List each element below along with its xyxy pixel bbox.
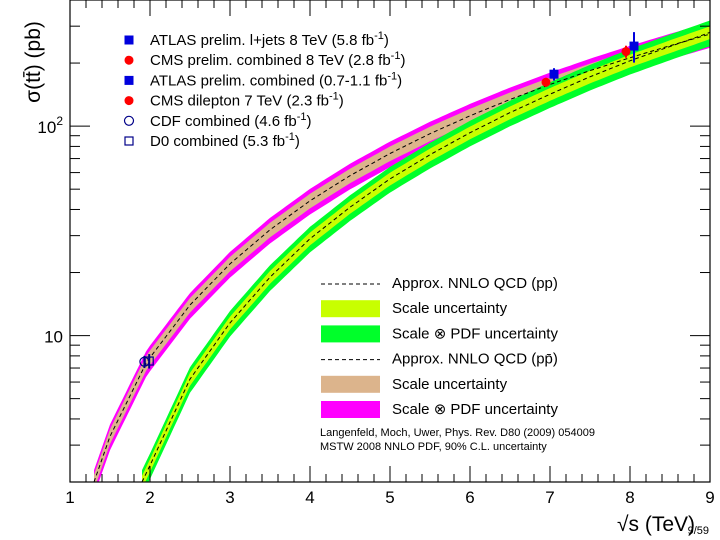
curve-pp-central: [141, 31, 710, 482]
legend-band-label-3: Approx. NNLO QCD (pp̄): [392, 351, 558, 368]
x-tick-label: 2: [145, 488, 154, 507]
legend-band-label-5: Scale ⊗ PDF uncertainty: [392, 401, 558, 418]
page-number: 9/59: [688, 525, 709, 537]
legend-measurements: ATLAS prelim. l+jets 8 TeV (5.8 fb-1)CMS…: [123, 30, 405, 150]
x-tick-label: 3: [225, 488, 234, 507]
measurement-point-0: [629, 41, 639, 51]
legend-label-3: CMS dilepton 7 TeV (2.3 fb-1): [150, 91, 344, 110]
x-tick-label: 9: [705, 488, 714, 507]
legend-band-label-0: Approx. NNLO QCD (pp): [392, 275, 558, 292]
x-tick-label: 5: [385, 488, 394, 507]
legend-band-label-2: Scale ⊗ PDF uncertainty: [392, 325, 558, 342]
y-tick-label: 10: [44, 328, 63, 347]
y-tick-label: 102: [37, 114, 63, 137]
x-tick-label: 7: [545, 488, 554, 507]
legend-swatch-1: [321, 300, 380, 318]
measurement-point-1: [621, 47, 631, 57]
x-tick-label: 4: [305, 488, 314, 507]
measurement-point-5: [144, 356, 154, 366]
legend-label-5: D0 combined (5.3 fb-1): [150, 131, 300, 150]
x-tick-label: 6: [465, 488, 474, 507]
legend-marker-5: [124, 136, 134, 146]
central-curves: [93, 31, 710, 482]
legend-swatch-5: [321, 401, 380, 418]
legend-band-label-4: Scale uncertainty: [392, 376, 508, 393]
legend-label-1: CMS prelim. combined 8 TeV (2.8 fb-1): [150, 50, 405, 69]
measurement-point-2: [549, 69, 559, 79]
legend-marker-2: [124, 75, 134, 85]
legend-marker-4: [123, 115, 135, 126]
legend-marker-1: [124, 55, 134, 65]
legend-label-2: ATLAS prelim. combined (0.7-1.1 fb-1): [150, 70, 402, 89]
legend-marker-0: [124, 35, 134, 45]
x-tick-label: 8: [625, 488, 634, 507]
y-axis-title: σ(tt̄) (pb): [22, 21, 45, 103]
axes: 1 2 3 4 5 6 7 8 9 102 10: [37, 0, 715, 507]
legend-marker-3: [124, 96, 134, 106]
legend-theory: Approx. NNLO QCD (pp) Scale uncertainty Sc…: [321, 275, 558, 418]
legend-swatch-2: [321, 325, 380, 343]
x-axis-title: √s (TeV): [617, 513, 695, 536]
legend-band-label-1: Scale uncertainty: [392, 300, 508, 317]
x-tick-label: 1: [65, 488, 74, 507]
note-line-1: MSTW 2008 NNLO PDF, 90% C.L. uncertainty: [320, 441, 547, 453]
curve-ppbar-central: [93, 33, 710, 482]
legend-label-0: ATLAS prelim. l+jets 8 TeV (5.8 fb-1): [150, 30, 389, 49]
note-line-0: Langenfeld, Moch, Uwer, Phys. Rev. D80 (…: [320, 427, 595, 439]
legend-swatch-4: [321, 375, 380, 393]
measurement-point-3: [541, 77, 551, 87]
legend-label-4: CDF combined (4.6 fb-1): [150, 111, 312, 130]
measurement-points: [139, 32, 639, 369]
citation-notes: Langenfeld, Moch, Uwer, Phys. Rev. D80 (…: [320, 427, 595, 453]
